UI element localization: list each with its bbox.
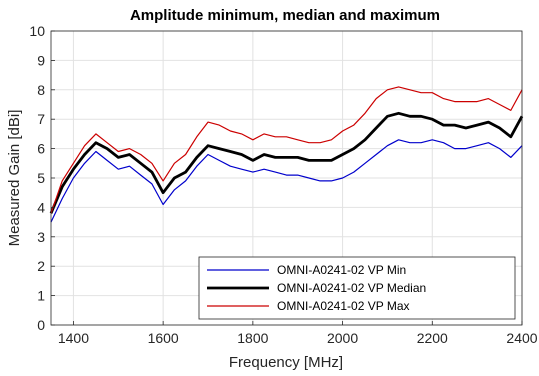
chart-title: Amplitude minimum, median and maximum bbox=[130, 7, 440, 24]
y-tick-label: 2 bbox=[37, 258, 45, 274]
y-tick-label: 5 bbox=[37, 170, 45, 186]
y-axis-label: Measured Gain [dBi] bbox=[6, 110, 23, 247]
series-median-line bbox=[49, 111, 524, 214]
x-tick-label: 2400 bbox=[506, 330, 537, 346]
x-axis-label: Frequency [MHz] bbox=[229, 354, 343, 371]
x-tick-label: 2200 bbox=[417, 330, 448, 346]
x-tick-label: 1400 bbox=[58, 330, 89, 346]
y-tick-label: 7 bbox=[37, 111, 45, 127]
x-tick-label: 1800 bbox=[237, 330, 268, 346]
y-tick-label: 8 bbox=[37, 82, 45, 98]
legend: OMNI-A0241-02 VP Min OMNI-A0241-02 VP Med… bbox=[198, 256, 516, 320]
y-tick-label: 3 bbox=[37, 229, 45, 245]
y-tick-label: 9 bbox=[37, 52, 45, 68]
legend-label: OMNI-A0241-02 VP Median bbox=[277, 281, 426, 295]
legend-label: OMNI-A0241-02 VP Min bbox=[277, 263, 406, 277]
y-tick-label: 0 bbox=[37, 317, 45, 333]
legend-label: OMNI-A0241-02 VP Max bbox=[277, 299, 410, 313]
y-tick-label: 1 bbox=[37, 288, 45, 304]
x-tick-label: 2000 bbox=[327, 330, 358, 346]
x-tick-label: 1600 bbox=[148, 330, 179, 346]
y-tick-label: 10 bbox=[29, 23, 45, 39]
series-layer bbox=[49, 86, 524, 223]
series-max-line bbox=[50, 86, 523, 214]
ticks: 0 1 2 3 4 5 6 7 8 9 10 1400 1600 1800 2000 2200 2400 bbox=[29, 23, 537, 346]
y-tick-label: 4 bbox=[37, 199, 45, 215]
y-tick-label: 6 bbox=[37, 141, 45, 157]
series-min-line bbox=[50, 139, 523, 223]
